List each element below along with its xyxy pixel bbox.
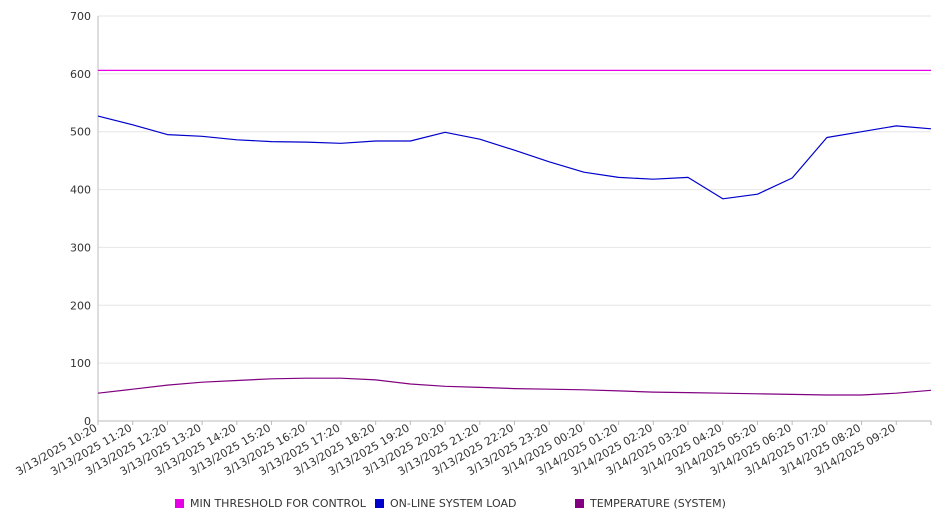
- legend-item-min-threshold: MIN THRESHOLD FOR CONTROL: [175, 497, 366, 510]
- legend-item-temperature: TEMPERATURE (SYSTEM): [575, 497, 726, 510]
- legend-label-min-threshold: MIN THRESHOLD FOR CONTROL: [190, 497, 366, 510]
- series-line-2: [97, 377, 932, 396]
- y-tick-label: 200: [70, 299, 91, 312]
- series-lines: [97, 69, 932, 396]
- x-axis-ticks: 3/13/2025 10:203/13/2025 11:203/13/2025 …: [14, 421, 932, 478]
- y-tick-label: 0: [84, 415, 91, 428]
- legend-label-system-load: ON-LINE SYSTEM LOAD: [390, 497, 517, 510]
- y-tick-label: 500: [70, 126, 91, 139]
- legend-item-system-load: ON-LINE SYSTEM LOAD: [375, 497, 516, 510]
- y-tick-label: 300: [70, 241, 91, 254]
- gridlines: [98, 15, 931, 364]
- y-tick-label: 400: [70, 184, 91, 197]
- legend: MIN THRESHOLD FOR CONTROL ON-LINE SYSTEM…: [0, 497, 946, 515]
- y-tick-label: 700: [70, 10, 91, 23]
- y-tick-label: 100: [70, 357, 91, 370]
- legend-label-temperature: TEMPERATURE (SYSTEM): [590, 497, 726, 510]
- legend-swatch-temperature: [575, 499, 584, 508]
- legend-swatch-system-load: [375, 499, 384, 508]
- legend-swatch-min-threshold: [175, 499, 184, 508]
- y-tick-label: 600: [70, 68, 91, 81]
- y-axis-ticks: 0 100 200 300 400 500 600 700: [70, 10, 91, 428]
- series-line-1: [97, 115, 932, 200]
